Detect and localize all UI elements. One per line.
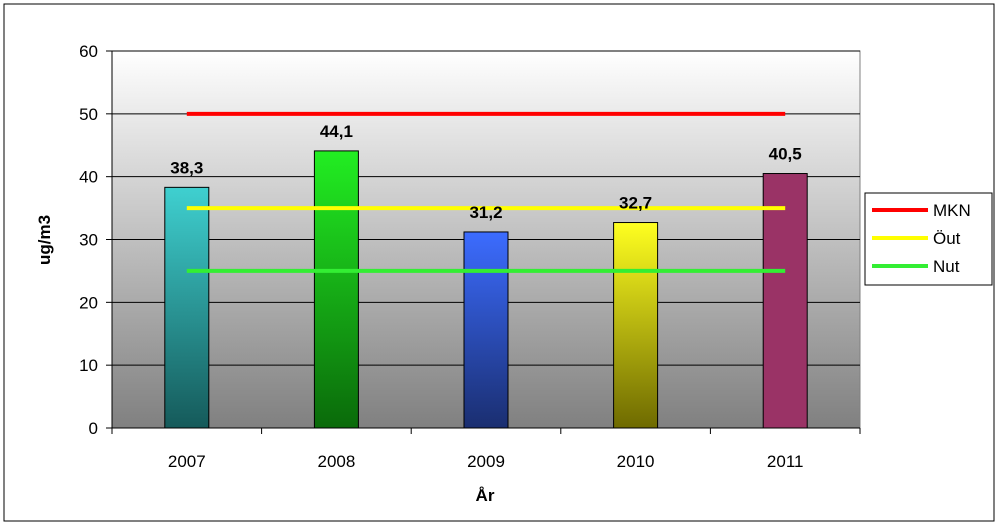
- x-tick-label: 2009: [467, 452, 505, 471]
- y-tick-label: 30: [79, 231, 98, 250]
- y-tick-label: 10: [79, 356, 98, 375]
- legend: MKN Öut Nut: [864, 192, 993, 286]
- y-tick-label: 50: [79, 105, 98, 124]
- data-label-2011: 40,5: [769, 145, 802, 164]
- legend-label-Nut: Nut: [933, 257, 960, 276]
- bar-2008: [313, 150, 359, 429]
- x-tick-label: 2011: [767, 452, 804, 471]
- y-tick-label: 0: [89, 419, 98, 438]
- y-tick-label: 20: [79, 293, 98, 312]
- bar-2011: [762, 173, 808, 429]
- bar-2009: [463, 231, 509, 429]
- x-tick-label: 2007: [168, 452, 206, 471]
- bar-2010: [613, 222, 659, 429]
- legend-label-MKN: MKN: [933, 201, 971, 220]
- data-label-2008: 44,1: [320, 122, 353, 141]
- x-tick-label: 2008: [317, 452, 355, 471]
- data-label-2007: 38,3: [170, 158, 203, 177]
- data-label-2010: 32,7: [619, 194, 652, 213]
- y-axis-title: ug/m3: [35, 215, 54, 265]
- legend-label-Öut: Öut: [933, 229, 961, 248]
- y-tick-label: 40: [79, 168, 98, 187]
- y-tick-label: 60: [79, 42, 98, 61]
- bar-2007: [164, 186, 210, 429]
- x-axis-title: År: [476, 486, 495, 505]
- x-tick-label: 2010: [617, 452, 655, 471]
- data-label-2009: 31,2: [469, 203, 502, 222]
